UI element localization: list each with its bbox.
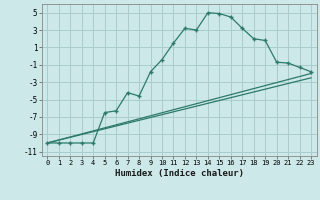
X-axis label: Humidex (Indice chaleur): Humidex (Indice chaleur) [115,169,244,178]
